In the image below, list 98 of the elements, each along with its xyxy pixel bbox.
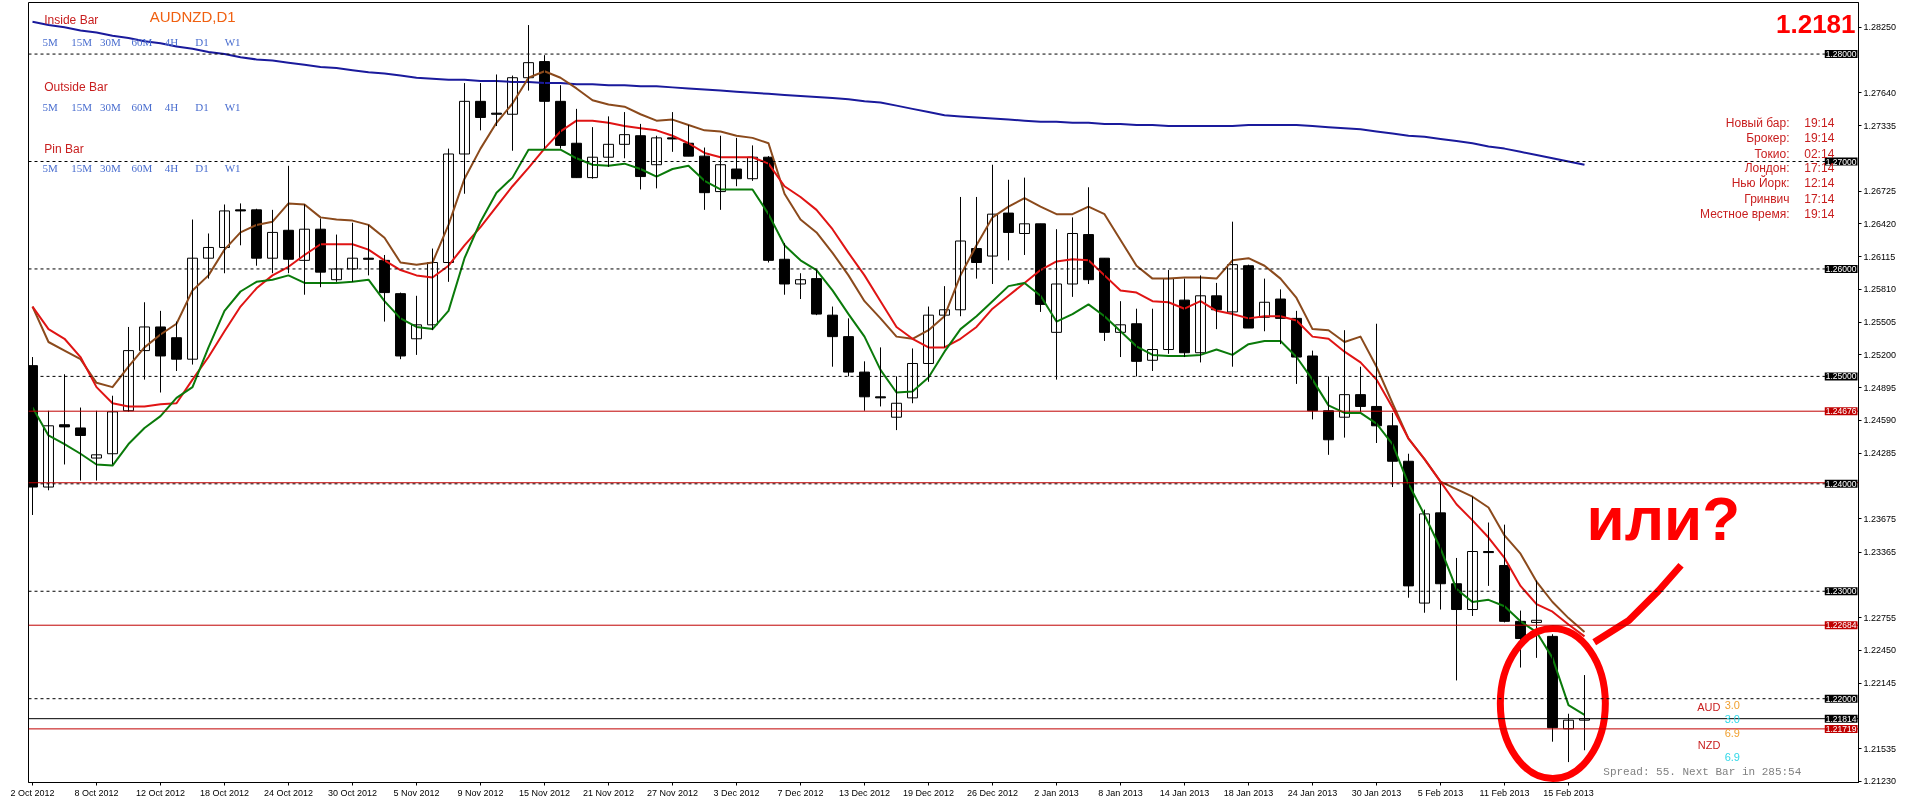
annotation: 5M: [42, 35, 59, 48]
annotation: 4H: [164, 101, 179, 114]
y-tick-label: 1.25200: [1863, 349, 1897, 360]
y-tick-label: 1.24895: [1863, 382, 1897, 393]
text: NZD: [1697, 738, 1721, 751]
y-tick-label: 1.26420: [1863, 218, 1897, 229]
annotation: D1: [195, 101, 209, 114]
text: 12:14: [1804, 176, 1835, 191]
text: Токио:: [1754, 146, 1790, 161]
ref-line-label: 1.23000: [1825, 586, 1857, 597]
text: Spread: 55. Next Bar in 285:54: [1603, 765, 1802, 778]
ref-line-label: 1.21814: [1825, 713, 1857, 724]
x-tick-label: 13 Dec 2012: [838, 787, 891, 798]
x-tick-label: 15 Feb 2013: [1543, 787, 1594, 798]
x-tick-label: 3 Dec 2012: [713, 787, 760, 798]
y-tick-label: 1.26115: [1863, 251, 1896, 262]
x-tick-label: 24 Oct 2012: [263, 787, 314, 798]
annotation: 60M: [131, 162, 153, 175]
text: Новый бар:: [1725, 115, 1790, 130]
y-tick-label: 1.25810: [1863, 284, 1897, 295]
x-tick-label: 30 Oct 2012: [327, 787, 378, 798]
annotation: или?: [1586, 484, 1741, 554]
x-tick-label: 15 Nov 2012: [518, 787, 571, 798]
text: Нью Йорк:: [1731, 175, 1790, 191]
text: 19:14: [1804, 130, 1835, 145]
x-tick-label: 18 Oct 2012: [199, 787, 250, 798]
annotation: W1: [224, 35, 241, 48]
annotation: 15M: [71, 35, 93, 48]
annotation: 4H: [164, 162, 179, 175]
x-tick-label: 9 Nov 2012: [457, 787, 504, 798]
text: Лондон:: [1744, 161, 1790, 176]
y-tick-label: 1.23675: [1863, 513, 1897, 524]
annotation: 30M: [99, 35, 121, 48]
x-tick-label: 5 Nov 2012: [393, 787, 440, 798]
x-tick-label: 2 Oct 2012: [10, 787, 55, 798]
annotation: Inside Bar: [44, 13, 99, 28]
annotation: W1: [224, 162, 241, 175]
x-tick-label: 8 Jan 2013: [1098, 787, 1143, 798]
y-tick-label: 1.27335: [1863, 120, 1897, 131]
y-tick-label: 1.21230: [1863, 776, 1897, 787]
x-tick-label: 27 Nov 2012: [646, 787, 699, 798]
y-tick-label: 1.27640: [1863, 87, 1897, 98]
x-tick-label: 2 Jan 2013: [1034, 787, 1079, 798]
ref-line-label: 1.26000: [1825, 263, 1857, 274]
annotation: 5M: [42, 162, 59, 175]
text: 1.2181: [1776, 9, 1856, 40]
annotation: D1: [195, 35, 209, 48]
annotation: 30M: [99, 162, 121, 175]
y-tick-label: 1.21535: [1863, 743, 1897, 754]
text: Брокер:: [1746, 130, 1790, 145]
ref-line-label: 1.22684: [1825, 620, 1857, 631]
y-tick-label: 1.24285: [1863, 448, 1897, 459]
annotation: Outside Bar: [44, 80, 108, 95]
text: 6.9: [1724, 727, 1740, 740]
text: 17:14: [1804, 191, 1835, 206]
y-tick-label: 1.23365: [1863, 547, 1897, 558]
ref-line-label: 1.28000: [1825, 49, 1857, 60]
x-tick-label: 18 Jan 2013: [1223, 787, 1274, 798]
x-tick-label: 11 Feb 2013: [1479, 787, 1530, 798]
x-tick-label: 26 Dec 2012: [966, 787, 1019, 798]
y-tick-label: 1.26725: [1863, 186, 1897, 197]
y-tick-label: 1.22145: [1863, 678, 1897, 689]
ref-line-label: 1.22000: [1825, 693, 1857, 704]
annotation: 15M: [71, 101, 93, 114]
text: Гринвич: [1744, 191, 1790, 206]
x-tick-label: 12 Oct 2012: [135, 787, 186, 798]
y-tick-label: 1.24590: [1863, 415, 1897, 426]
ref-line-label: 1.24000: [1825, 478, 1857, 489]
y-tick-label: 1.22755: [1863, 612, 1897, 623]
x-tick-label: 7 Dec 2012: [777, 787, 824, 798]
annotation: 5M: [42, 101, 59, 114]
annotation: Pin Bar: [44, 141, 84, 156]
x-tick-label: 21 Nov 2012: [582, 787, 635, 798]
x-tick-label: 19 Dec 2012: [902, 787, 955, 798]
x-tick-label: 14 Jan 2013: [1159, 787, 1210, 798]
ref-line-label: 1.24676: [1825, 406, 1857, 417]
text: 19:14: [1804, 206, 1835, 221]
annotation: D1: [195, 162, 209, 175]
y-tick-label: 1.25505: [1863, 317, 1897, 328]
text: 3.0: [1724, 698, 1740, 711]
x-tick-label: 24 Jan 2013: [1287, 787, 1338, 798]
y-tick-label: 1.22450: [1863, 645, 1897, 656]
ref-line-label: 1.25000: [1825, 371, 1857, 382]
annotation: W1: [224, 101, 241, 114]
text: Местное время:: [1700, 206, 1790, 221]
y-tick-label: 1.28250: [1863, 22, 1897, 33]
annotation: 30M: [99, 101, 121, 114]
annotation: 15M: [71, 162, 93, 175]
x-tick-label: 30 Jan 2013: [1351, 787, 1402, 798]
text: 6.9: [1724, 750, 1740, 763]
annotation: 60M: [131, 101, 153, 114]
x-tick-label: 5 Feb 2013: [1417, 787, 1464, 798]
text: 19:14: [1804, 115, 1835, 130]
chart-title: AUDNZD,D1: [149, 7, 236, 25]
ref-line-label: 1.21719: [1825, 723, 1857, 734]
annotation: 4H: [164, 35, 179, 48]
x-tick-label: 8 Oct 2012: [74, 787, 119, 798]
text: AUD: [1697, 701, 1721, 714]
